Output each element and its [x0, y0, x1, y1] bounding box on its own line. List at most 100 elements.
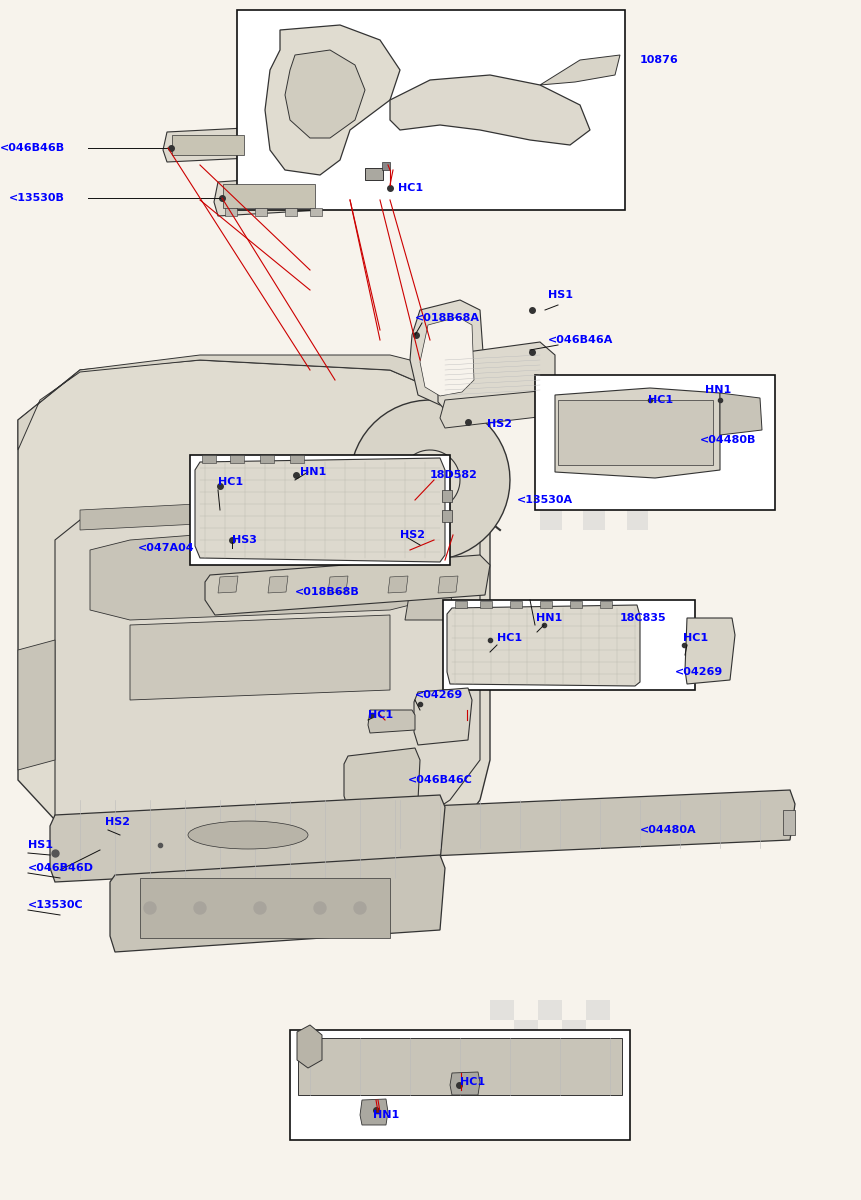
- Text: <046B46B: <046B46B: [0, 143, 65, 152]
- Polygon shape: [438, 576, 458, 593]
- Bar: [172, 134, 244, 155]
- Polygon shape: [414, 688, 472, 745]
- Text: HS2: HS2: [105, 817, 130, 827]
- Bar: [490, 1000, 514, 1020]
- Polygon shape: [297, 1025, 322, 1068]
- Polygon shape: [298, 1038, 622, 1094]
- Text: HS1: HS1: [28, 840, 53, 850]
- Bar: [538, 1000, 562, 1020]
- Bar: [627, 430, 648, 450]
- Text: HC1: HC1: [683, 634, 708, 643]
- Bar: [490, 1040, 514, 1060]
- Bar: [514, 1020, 538, 1040]
- Polygon shape: [350, 400, 510, 560]
- Bar: [605, 450, 627, 470]
- Bar: [480, 601, 492, 608]
- Bar: [510, 601, 522, 608]
- Polygon shape: [205, 554, 490, 614]
- Text: <04480A: <04480A: [640, 826, 697, 835]
- Polygon shape: [447, 605, 640, 686]
- Polygon shape: [440, 390, 560, 428]
- Bar: [442, 490, 452, 502]
- Polygon shape: [390, 74, 590, 145]
- Bar: [535, 374, 775, 510]
- Bar: [538, 1040, 562, 1060]
- Circle shape: [354, 902, 366, 914]
- Bar: [627, 510, 648, 530]
- Bar: [260, 455, 274, 463]
- Polygon shape: [130, 614, 390, 700]
- Polygon shape: [265, 25, 400, 175]
- Text: 10876: 10876: [640, 55, 678, 65]
- Polygon shape: [50, 794, 445, 882]
- Bar: [255, 208, 267, 216]
- Text: <04480B: <04480B: [700, 434, 756, 445]
- Polygon shape: [214, 175, 322, 216]
- Bar: [540, 430, 561, 450]
- Polygon shape: [420, 317, 474, 396]
- Text: 18C835: 18C835: [620, 613, 666, 623]
- Polygon shape: [450, 1072, 480, 1094]
- Text: <046B46C: <046B46C: [408, 775, 473, 785]
- Text: 18D582: 18D582: [430, 470, 478, 480]
- Polygon shape: [18, 640, 55, 770]
- Text: HN1: HN1: [300, 467, 326, 476]
- Polygon shape: [360, 1099, 388, 1126]
- Polygon shape: [110, 854, 445, 952]
- Text: <13530C: <13530C: [28, 900, 84, 910]
- Polygon shape: [685, 618, 735, 684]
- Polygon shape: [344, 748, 420, 808]
- Polygon shape: [410, 300, 485, 404]
- Text: HC1: HC1: [648, 395, 673, 404]
- Bar: [648, 490, 670, 510]
- Text: <13530B: <13530B: [9, 193, 65, 203]
- Bar: [783, 810, 795, 835]
- Text: HC1: HC1: [218, 476, 243, 487]
- Polygon shape: [438, 342, 555, 410]
- Text: car parts: car parts: [60, 692, 214, 721]
- Bar: [225, 208, 237, 216]
- Bar: [586, 1000, 610, 1020]
- Bar: [562, 1060, 586, 1080]
- Polygon shape: [328, 576, 348, 593]
- Polygon shape: [218, 576, 238, 593]
- Polygon shape: [380, 790, 795, 858]
- Bar: [190, 455, 450, 565]
- Bar: [562, 1020, 586, 1040]
- Text: <13530A: <13530A: [517, 494, 573, 505]
- Bar: [514, 1060, 538, 1080]
- Text: HS2: HS2: [487, 419, 512, 428]
- Bar: [558, 400, 713, 464]
- Bar: [443, 600, 695, 690]
- Polygon shape: [80, 490, 475, 530]
- Bar: [237, 10, 625, 210]
- Bar: [627, 470, 648, 490]
- Bar: [584, 430, 605, 450]
- Polygon shape: [405, 560, 455, 620]
- Bar: [648, 450, 670, 470]
- Text: <047A04: <047A04: [138, 542, 195, 553]
- Text: HN1: HN1: [536, 613, 562, 623]
- Polygon shape: [285, 50, 365, 138]
- Bar: [540, 601, 552, 608]
- Bar: [605, 490, 627, 510]
- Text: HN1: HN1: [705, 385, 731, 395]
- Text: HC1: HC1: [398, 182, 423, 193]
- Polygon shape: [388, 576, 408, 593]
- Polygon shape: [90, 520, 430, 620]
- Bar: [561, 490, 584, 510]
- Polygon shape: [55, 510, 480, 820]
- Text: <04269: <04269: [675, 667, 723, 677]
- Text: <04269: <04269: [415, 690, 463, 700]
- Bar: [290, 455, 304, 463]
- Text: HC1: HC1: [368, 710, 393, 720]
- Polygon shape: [368, 710, 415, 733]
- Bar: [584, 510, 605, 530]
- Polygon shape: [163, 128, 250, 162]
- Text: scuderi: scuderi: [120, 629, 338, 680]
- Text: HN1: HN1: [373, 1110, 400, 1120]
- Bar: [382, 162, 390, 170]
- Bar: [202, 455, 216, 463]
- Text: HS2: HS2: [400, 530, 425, 540]
- Bar: [540, 510, 561, 530]
